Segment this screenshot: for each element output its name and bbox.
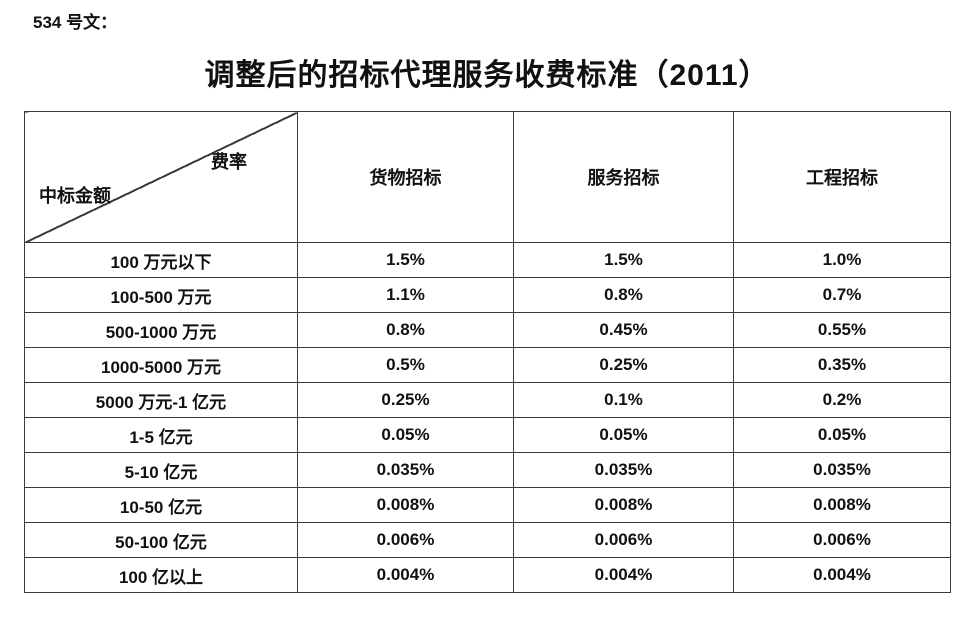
fee-rate-value-cell: 0.7% [733,277,951,313]
header-row: 费率 中标金额 货物招标 服务招标 工程招标 [24,111,951,243]
fee-rate-value-cell: 0.006% [297,522,514,558]
fee-rate-value-cell: 0.35% [733,347,951,383]
fee-rate-value-cell: 0.006% [513,522,734,558]
fee-rate-value-cell: 0.05% [733,417,951,453]
row-label-bid-amount-range: 100-500 万元 [24,277,298,313]
table-row: 50-100 亿元 0.006% 0.006% 0.006% [24,522,951,558]
fee-rate-value-cell: 0.2% [733,382,951,418]
table-row: 1000-5000 万元 0.5% 0.25% 0.35% [24,347,951,383]
table-row: 5000 万元-1 亿元 0.25% 0.1% 0.2% [24,382,951,418]
fee-rate-value-cell: 0.5% [297,347,514,383]
fee-rate-value-cell: 0.008% [513,487,734,523]
row-label-bid-amount-range: 50-100 亿元 [24,522,298,558]
table-row: 1-5 亿元 0.05% 0.05% 0.05% [24,417,951,453]
table-row: 10-50 亿元 0.008% 0.008% 0.008% [24,487,951,523]
fee-rate-value-cell: 1.5% [297,242,514,278]
fee-rate-value-cell: 0.004% [297,557,514,593]
row-label-bid-amount-range: 500-1000 万元 [24,312,298,348]
row-label-bid-amount-range: 1-5 亿元 [24,417,298,453]
table-row: 100 万元以下 1.5% 1.5% 1.0% [24,242,951,278]
corner-label-fee-rate: 费率 [211,152,247,172]
fee-rate-value-cell: 0.25% [513,347,734,383]
row-label-bid-amount-range: 100 万元以下 [24,242,298,278]
table-row: 500-1000 万元 0.8% 0.45% 0.55% [24,312,951,348]
fee-rate-value-cell: 0.8% [513,277,734,313]
fee-rate-value-cell: 0.035% [513,452,734,488]
row-label-bid-amount-range: 5000 万元-1 亿元 [24,382,298,418]
table-row: 100-500 万元 1.1% 0.8% 0.7% [24,277,951,313]
table-row: 100 亿以上 0.004% 0.004% 0.004% [24,557,951,593]
fee-rate-value-cell: 1.1% [297,277,514,313]
column-header-service-bidding: 服务招标 [513,111,734,243]
fee-rate-value-cell: 0.8% [297,312,514,348]
fee-rate-value-cell: 0.035% [297,452,514,488]
fee-rate-value-cell: 1.5% [513,242,734,278]
row-label-bid-amount-range: 10-50 亿元 [24,487,298,523]
fee-rate-value-cell: 0.1% [513,382,734,418]
row-label-bid-amount-range: 100 亿以上 [24,557,298,593]
fee-rate-value-cell: 0.004% [513,557,734,593]
row-label-bid-amount-range: 5-10 亿元 [24,452,298,488]
fee-rate-value-cell: 0.45% [513,312,734,348]
fee-rate-value-cell: 1.0% [733,242,951,278]
fee-rate-value-cell: 0.006% [733,522,951,558]
fee-rate-value-cell: 0.008% [733,487,951,523]
fee-rate-value-cell: 0.004% [733,557,951,593]
column-header-engineering-bidding: 工程招标 [733,111,951,243]
fee-rate-value-cell: 0.008% [297,487,514,523]
fee-standard-table: 费率 中标金额 货物招标 服务招标 工程招标 100 万元以下 1.5% 1.5% 1… [24,111,951,593]
corner-header-cell: 费率 中标金额 [24,111,298,243]
fee-rate-value-cell: 0.05% [513,417,734,453]
table-row: 5-10 亿元 0.035% 0.035% 0.035% [24,452,951,488]
column-header-goods-bidding: 货物招标 [297,111,514,243]
fee-rate-value-cell: 0.05% [297,417,514,453]
corner-label-bid-amount: 中标金额 [39,186,111,206]
doc-number-label: 534 号文： [33,13,118,32]
fee-rate-value-cell: 0.035% [733,452,951,488]
row-label-bid-amount-range: 1000-5000 万元 [24,347,298,383]
fee-rate-value-cell: 0.55% [733,312,951,348]
fee-rate-value-cell: 0.25% [297,382,514,418]
page-title: 调整后的招标代理服务收费标准（2011） [204,59,770,92]
